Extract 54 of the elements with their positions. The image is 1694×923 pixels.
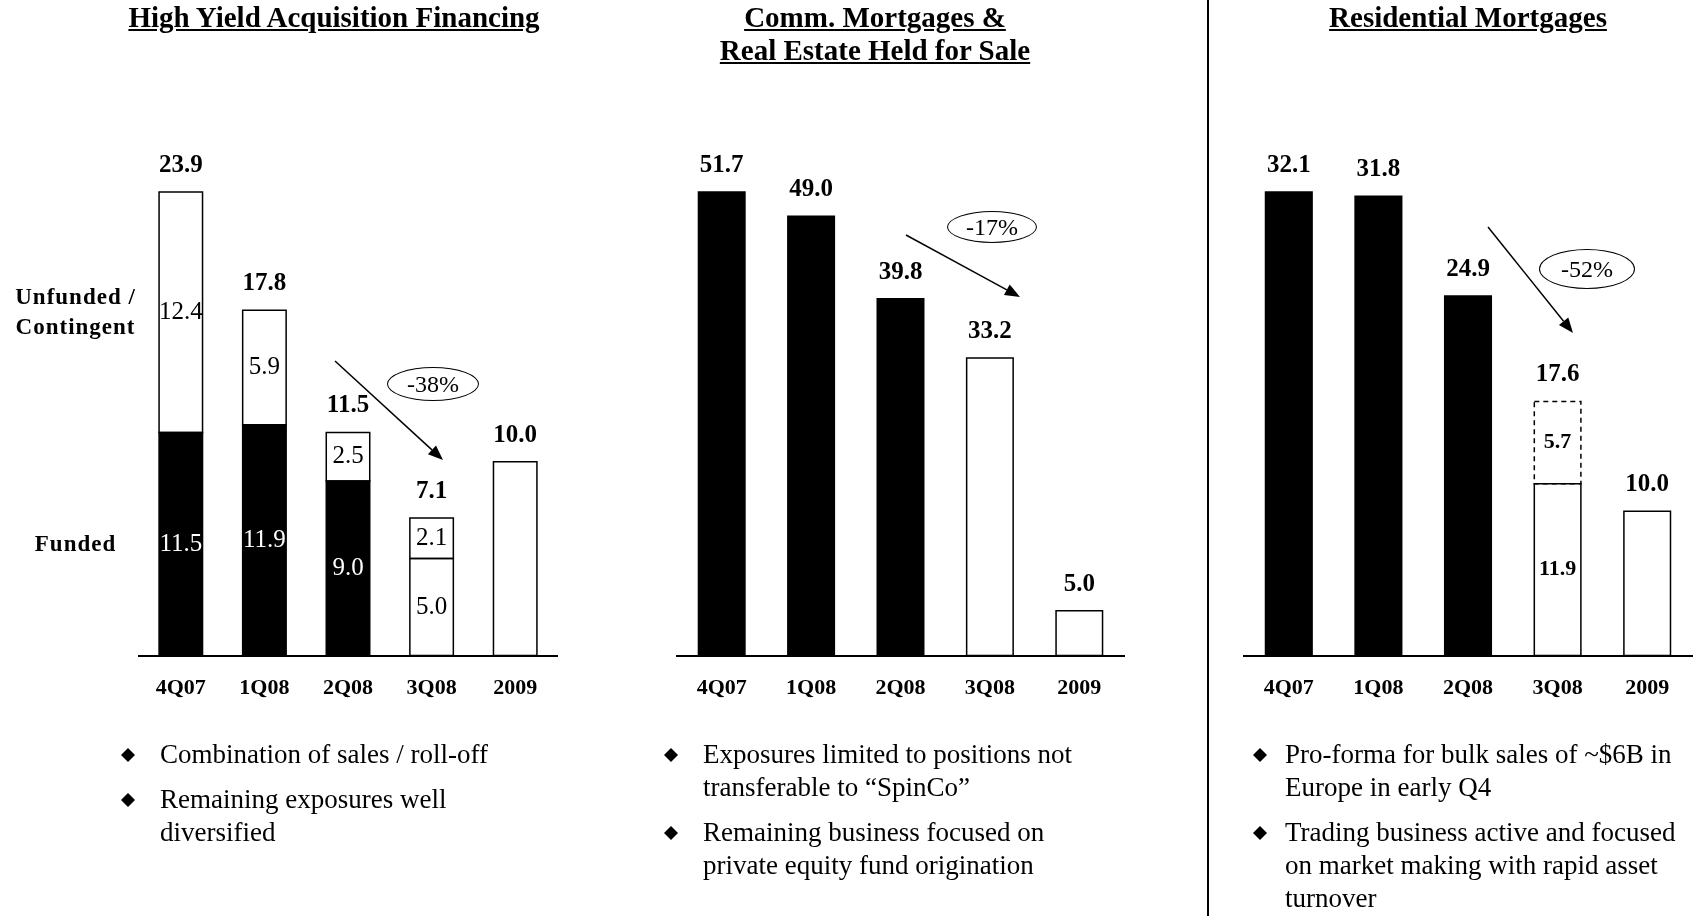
total-label: 17.8	[242, 268, 287, 296]
annotation: -38%	[407, 371, 459, 397]
data-label: 39.8	[878, 256, 923, 284]
text: Remaining business focused on private equity fund origination	[703, 816, 1046, 882]
data-label: 5.0	[415, 591, 448, 619]
x-tick-label: 2Q08	[322, 674, 374, 700]
data-label: 2.1	[415, 522, 448, 550]
annotation: -17%	[966, 214, 1018, 240]
x-tick-label: 2009	[493, 674, 538, 700]
data-label: 2.5	[332, 441, 364, 469]
x-tick-label: 4Q07	[155, 674, 206, 700]
text: Combination of sales / roll-off	[160, 738, 489, 771]
data-label: 5.0	[1063, 568, 1095, 596]
x-tick-label: 1Q08	[786, 674, 837, 700]
text: Exposures limited to positions not transferable to “SpinCo”	[703, 738, 1073, 804]
x-tick-label: 4Q07	[696, 674, 747, 700]
text: Pro-forma for bulk sales of ~$6B in Europe in early Q4	[1285, 738, 1673, 804]
data-label: 33.2	[968, 315, 1012, 343]
data-label: 51.7	[699, 149, 744, 177]
x-tick-label: 1Q08	[1353, 674, 1404, 700]
total-label: 32.1	[1266, 149, 1311, 177]
x-tick-label: 2Q08	[875, 674, 926, 700]
x-tick-label: 2Q08	[1442, 674, 1494, 700]
x-tick-label: 3Q08	[964, 674, 1015, 700]
chart-title: Residential Mortgages	[1328, 1, 1608, 34]
series-label: Unfunded / Contingent	[14, 283, 137, 342]
data-label: 11.5	[159, 528, 203, 556]
x-tick-label: 4Q07	[1263, 674, 1314, 700]
total-label: 7.1	[415, 475, 448, 503]
annotation: -52%	[1561, 256, 1613, 282]
text: Trading business active and focused on market making with rapid asset turnover	[1285, 816, 1677, 915]
total-label: 24.9	[1446, 253, 1490, 281]
total-label: 31.8	[1356, 154, 1401, 182]
data-label: 11.9	[242, 524, 286, 552]
x-tick-label: 2009	[1057, 674, 1102, 700]
series-label: Funded	[33, 530, 118, 559]
chart-title: High Yield Acquisition Financing	[127, 1, 541, 34]
data-label: 5.7	[1543, 428, 1572, 454]
data-label: 5.9	[248, 352, 281, 380]
total-label: 10.0	[1625, 469, 1670, 497]
data-label: 12.4	[158, 296, 204, 324]
x-tick-label: 3Q08	[1532, 674, 1583, 700]
x-tick-label: 2009	[1625, 674, 1670, 700]
total-label: 11.5	[326, 390, 370, 418]
text: Remaining exposures well diversified	[160, 783, 448, 849]
x-tick-label: 3Q08	[406, 674, 457, 700]
data-label: 49.0	[789, 174, 833, 202]
total-label: 23.9	[158, 149, 203, 177]
total-label: 17.6	[1535, 359, 1580, 387]
chart-title: Comm. Mortgages & Real Estate Held for Sale	[718, 1, 1032, 67]
data-label: 11.9	[1538, 555, 1577, 581]
total-label: 10.0	[493, 419, 538, 447]
data-label: 9.0	[332, 552, 364, 580]
x-tick-label: 1Q08	[239, 674, 290, 700]
